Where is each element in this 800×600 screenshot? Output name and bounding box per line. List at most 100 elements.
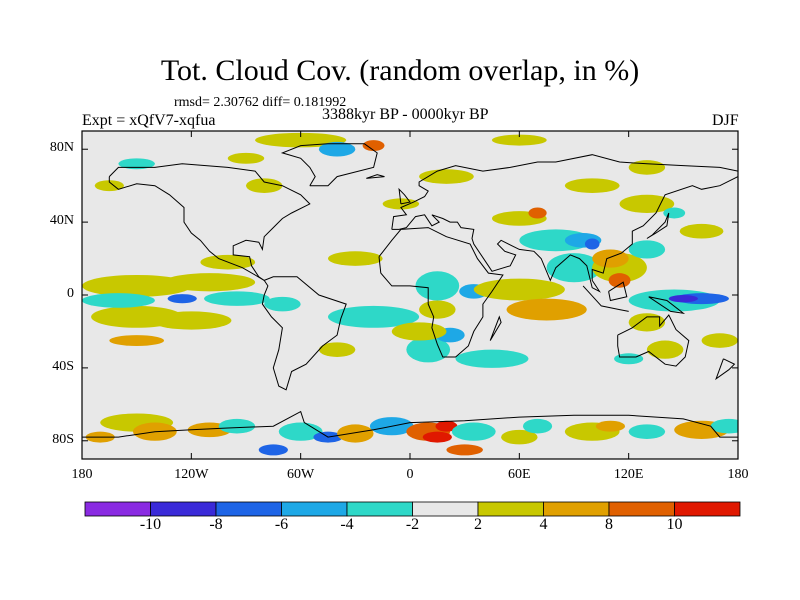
y-tick-label: 40S [52, 358, 74, 374]
colorbar-tick-label: -8 [209, 516, 223, 533]
x-tick-label: 0 [406, 467, 414, 482]
coastline [582, 285, 629, 312]
anomaly-patch [614, 353, 644, 365]
coastline [82, 410, 738, 438]
x-tick-label: 120E [613, 467, 644, 482]
colorbar-swatch [150, 501, 217, 517]
colorbar-tick-label: 10 [666, 516, 683, 533]
colorbar-swatch [543, 501, 610, 517]
coastline [608, 281, 628, 302]
anomaly-patch [522, 418, 553, 434]
colorbar-tick-label: -2 [405, 516, 420, 533]
anomaly-patch [391, 322, 447, 341]
anomaly-patch [701, 333, 738, 348]
anomaly-patch [608, 273, 631, 288]
y-tick-label: 40N [49, 213, 74, 229]
anomaly-patch [455, 349, 529, 368]
coastline [617, 314, 690, 367]
anomaly-patch [164, 273, 256, 292]
anomaly-field [82, 132, 738, 456]
colorbar-swatch [84, 501, 151, 517]
anomaly-patch [646, 340, 684, 359]
colorbar-swatch [674, 501, 741, 517]
anomaly-patch [528, 207, 547, 219]
anomaly-patch [506, 298, 587, 321]
colorbar-tick-label: -10 [139, 516, 162, 533]
anomaly-patch [328, 251, 383, 266]
anomaly-patch [679, 223, 724, 239]
anomaly-patch [435, 420, 458, 432]
period-label: 3388kyr BP - 0000kyr BP [322, 106, 489, 123]
anomaly-patch [151, 311, 232, 330]
season-label: DJF [712, 112, 739, 129]
stats-label: rmsd= 2.30762 diff= 0.181992 [174, 95, 347, 110]
y-tick-label: 80S [52, 431, 74, 447]
coastline [715, 358, 736, 381]
anomaly-patch [668, 295, 698, 303]
coastline [261, 276, 347, 391]
colorbar-swatch [608, 501, 675, 517]
anomaly-patch [619, 194, 675, 213]
anomaly-patch [564, 178, 620, 193]
anomaly-patch [328, 305, 420, 328]
anomaly-patch [584, 238, 600, 250]
axis-ticks [81, 131, 739, 459]
anomaly-patch [422, 431, 452, 443]
y-tick-label: 0 [67, 286, 74, 301]
colorbar-tick-label: 8 [605, 516, 613, 533]
coastline [489, 315, 502, 341]
colorbar-swatch [281, 501, 348, 517]
coastline [646, 212, 670, 239]
anomaly-patch [318, 342, 356, 357]
map-plot-area [82, 131, 738, 459]
anomaly-patch [82, 274, 192, 297]
experiment-label: Expt = xQfV7-xqfua [82, 112, 216, 129]
anomaly-patch [118, 158, 155, 170]
colorbar-swatch [215, 501, 282, 517]
anomaly-patch [710, 418, 738, 434]
anomaly-patch [218, 418, 256, 434]
colorbar-swatch [346, 501, 413, 517]
colorbar-tick-label: -6 [274, 516, 289, 533]
x-tick-label: 180 [727, 467, 749, 482]
y-tick-label: 80N [49, 140, 74, 156]
map-background [82, 131, 738, 459]
coastlines [82, 143, 738, 438]
anomaly-patch [337, 424, 374, 443]
coastline [398, 187, 411, 205]
anomaly-patch [595, 420, 626, 432]
anomaly-patch [491, 134, 547, 146]
anomaly-patch [406, 336, 451, 363]
anomaly-patch [501, 429, 538, 445]
anomaly-patch [246, 178, 283, 193]
colorbar-swatch [412, 501, 479, 517]
colorbar-tick-label: 2 [474, 516, 482, 533]
colorbar [84, 501, 741, 517]
coastline [108, 163, 311, 281]
plot-title: Tot. Cloud Cov. (random overlap, in %) [160, 54, 640, 87]
anomaly-patch [546, 253, 602, 283]
anomaly-patch [419, 169, 474, 184]
anomaly-patch [264, 296, 301, 312]
coastline [378, 227, 504, 358]
colorbar-swatch [477, 501, 544, 517]
anomaly-patch [318, 141, 356, 157]
x-tick-label: 180 [71, 467, 93, 482]
anomaly-patch [167, 294, 197, 304]
anomaly-patch [415, 271, 460, 301]
anomaly-patch [419, 300, 456, 319]
x-tick-label: 60E [508, 467, 531, 482]
anomaly-patch [628, 313, 666, 332]
anomaly-patch [628, 160, 666, 175]
colorbar-tick-label: -4 [340, 516, 354, 533]
anomaly-patch [628, 424, 666, 439]
anomaly-patch [446, 444, 483, 456]
coastline [648, 296, 686, 314]
coastline [280, 143, 378, 187]
anomaly-patch [258, 444, 288, 456]
anomaly-patch [227, 152, 265, 164]
anomaly-patch [362, 140, 385, 152]
colorbar-tick-label: 4 [539, 516, 548, 533]
anomaly-patch [109, 335, 164, 347]
